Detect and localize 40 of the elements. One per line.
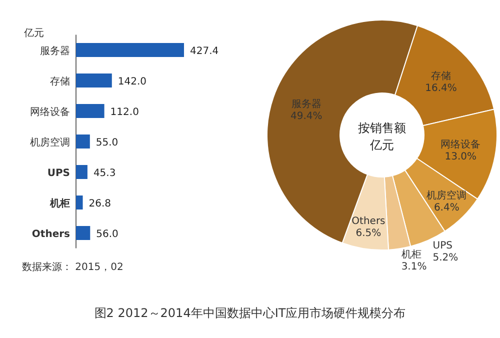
bar: [76, 104, 104, 118]
y-axis-title: 亿元: [23, 28, 44, 39]
data-label: 427.4: [190, 46, 219, 57]
y-tick-label: 服务器: [40, 45, 70, 57]
bar: [76, 43, 184, 57]
slice-label: 网络设备: [440, 138, 481, 150]
data-label: 112.0: [110, 107, 139, 118]
data-label: 13.0%: [444, 151, 477, 162]
y-tick-label: 机柜: [49, 198, 70, 210]
slice-label: Others: [352, 216, 386, 227]
bar: [76, 226, 90, 240]
y-tick-label: 机房空调: [30, 136, 70, 148]
text: 亿元: [369, 138, 394, 152]
data-label: 26.8: [88, 198, 112, 210]
data-label: 6.4%: [434, 202, 460, 214]
data-label: 6.5%: [356, 228, 382, 239]
data-label: 5.2%: [432, 252, 458, 264]
slice-label: 机柜: [401, 248, 422, 261]
source-note: 数据来源： 2015，02: [22, 261, 124, 273]
y-tick-label: UPS: [47, 168, 70, 179]
y-tick-label: Others: [32, 229, 70, 240]
bar: [76, 196, 83, 210]
data-label: 142.0: [118, 76, 147, 88]
y-tick-label: 网络设备: [30, 106, 70, 118]
slice-label: 机房空调: [426, 189, 467, 202]
y-tick-label: 存储: [50, 76, 70, 88]
data-label: 56.0: [96, 229, 118, 240]
data-label: 45.3: [93, 168, 116, 179]
slice-label: 存储: [431, 70, 451, 82]
slice-label: UPS: [432, 240, 452, 252]
data-label: 16.4%: [425, 82, 457, 94]
caption: 图2 2012～2014年中国数据中心IT应用市场硬件规模分布: [94, 306, 406, 320]
bar: [76, 165, 88, 179]
data-label: 49.4%: [290, 110, 322, 122]
bar: [76, 134, 90, 148]
bar: [76, 74, 112, 88]
slice-label: 服务器: [291, 98, 322, 110]
data-label: 3.1%: [401, 262, 427, 273]
data-label: 55.0: [96, 138, 118, 148]
text: 按销售额: [358, 121, 406, 135]
